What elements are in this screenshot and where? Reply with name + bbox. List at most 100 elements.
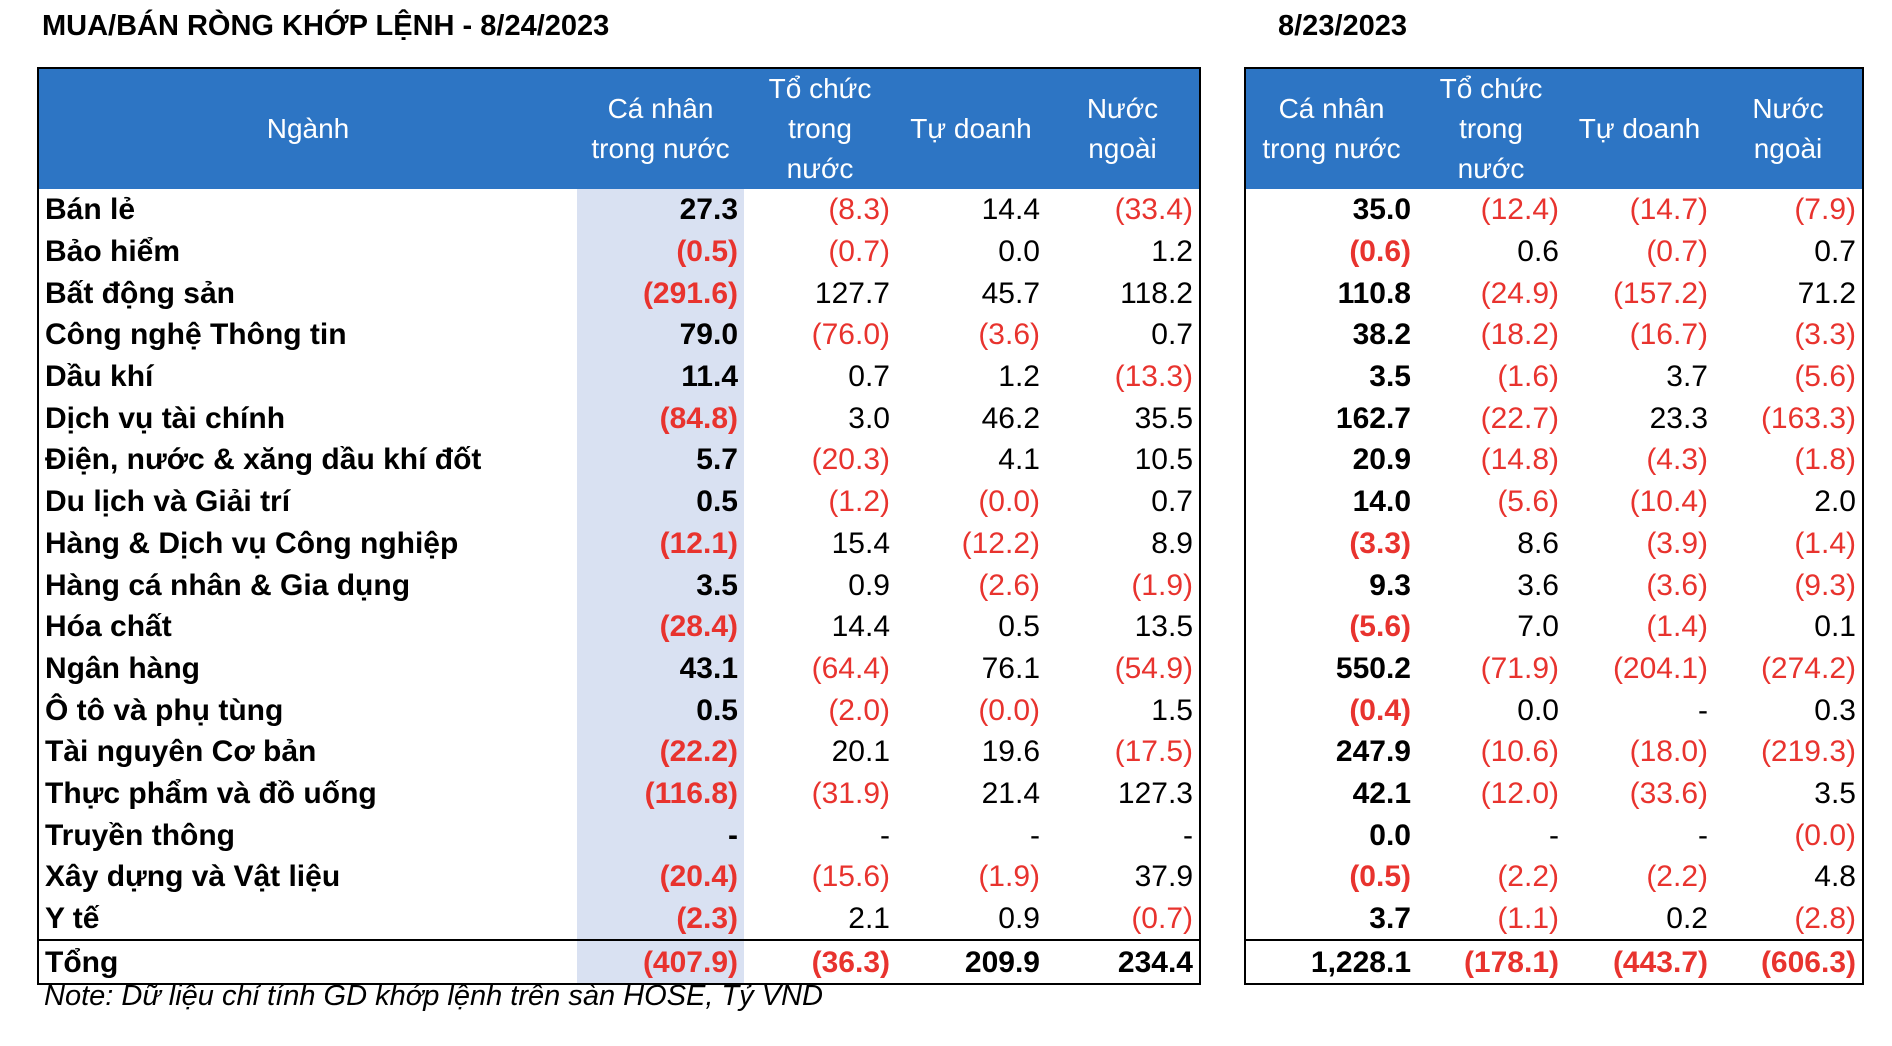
table-row: Du lịch và Giải trí 0.5 (1.2) (0.0) 0.7	[38, 480, 1200, 523]
cell-proprietary: (2.6)	[978, 568, 1040, 602]
sector-name: Dầu khí	[45, 360, 154, 394]
sector-name: Hàng & Dịch vụ Công nghiệp	[45, 526, 459, 560]
cell-individual: (3.3)	[1349, 526, 1411, 560]
table-row: 14.0 (5.6) (10.4) 2.0	[1245, 481, 1863, 523]
cell-foreign: (13.3)	[1114, 360, 1193, 394]
cell-institution: (64.4)	[811, 651, 890, 685]
cell-institution: (71.9)	[1480, 651, 1559, 685]
cell-proprietary: (3.6)	[1646, 568, 1708, 602]
cell-institution: (1.2)	[828, 485, 890, 519]
cell-proprietary: 14.4	[981, 193, 1040, 227]
cell-proprietary: (14.7)	[1629, 193, 1708, 227]
net-flow-table-8-24: Ngành Cá nhân trong nước Tổ chức trong n…	[37, 67, 1201, 986]
cell-individual: 0.5	[577, 689, 744, 731]
sector-name: Bất động sản	[45, 276, 236, 310]
sector-name: Tài nguyên Cơ bản	[45, 735, 317, 769]
cell-proprietary: 21.4	[981, 776, 1040, 810]
cell-foreign: 35.5	[1134, 401, 1193, 435]
sector-name: Bán lẻ	[45, 193, 136, 227]
cell-institution: 14.4	[831, 610, 890, 644]
cell-proprietary: (18.0)	[1629, 735, 1708, 769]
table-row: (3.3) 8.6 (3.9) (1.4)	[1245, 523, 1863, 565]
cell-individual: 3.5	[1369, 360, 1411, 394]
cell-proprietary: 46.2	[981, 401, 1040, 435]
sector-name: Bảo hiểm	[45, 235, 181, 269]
cell-individual: 14.0	[1352, 485, 1411, 519]
cell-proprietary: (33.6)	[1629, 776, 1708, 810]
cell-proprietary: (1.4)	[1646, 610, 1708, 644]
header-individual: Cá nhân trong nước	[1245, 68, 1417, 189]
cell-proprietary: (204.1)	[1612, 651, 1708, 685]
net-flow-table-8-23: Cá nhân trong nước Tổ chức trong nước Tự…	[1244, 67, 1864, 986]
cell-individual: (0.4)	[1349, 693, 1411, 727]
sector-name: Công nghệ Thông tin	[45, 318, 347, 352]
cell-institution: (24.9)	[1480, 276, 1559, 310]
cell-foreign: (274.2)	[1760, 651, 1856, 685]
cell-proprietary: (3.6)	[978, 318, 1040, 352]
cell-institution: (178.1)	[1417, 939, 1565, 986]
cell-proprietary: (3.9)	[1646, 526, 1708, 560]
cell-institution: (36.3)	[744, 939, 896, 986]
header-proprietary: Tự doanh	[1565, 68, 1714, 189]
cell-proprietary: (4.3)	[1646, 443, 1708, 477]
table-row: 42.1 (12.0) (33.6) 3.5	[1245, 773, 1863, 815]
cell-institution: (0.7)	[828, 235, 890, 269]
table-row: Bán lẻ 27.3 (8.3) 14.4 (33.4)	[38, 189, 1200, 231]
cell-proprietary: (157.2)	[1612, 276, 1708, 310]
cell-institution: (12.0)	[1480, 776, 1559, 810]
cell-proprietary: 45.7	[981, 276, 1040, 310]
cell-institution: 3.0	[848, 401, 890, 435]
cell-individual: (22.2)	[577, 730, 744, 773]
cell-individual: (12.1)	[577, 522, 744, 565]
header-foreign: Nước ngoài	[1046, 68, 1200, 189]
cell-foreign: (9.3)	[1794, 568, 1856, 602]
cell-individual: 1,228.1	[1245, 939, 1417, 986]
cell-individual: 20.9	[1352, 443, 1411, 477]
cell-institution: 3.6	[1517, 568, 1559, 602]
cell-foreign: 2.0	[1814, 485, 1856, 519]
cell-proprietary: 0.9	[998, 902, 1040, 936]
table-title-right: 8/23/2023	[1278, 10, 1408, 42]
cell-foreign: (1.9)	[1131, 568, 1193, 602]
cell-individual: 550.2	[1335, 651, 1411, 685]
cell-foreign: (1.4)	[1794, 526, 1856, 560]
header-individual: Cá nhân trong nước	[577, 68, 744, 189]
cell-proprietary: 19.6	[981, 735, 1040, 769]
table-row: (0.6) 0.6 (0.7) 0.7	[1245, 231, 1863, 273]
cell-institution: (1.1)	[1497, 902, 1559, 936]
table-row: (5.6) 7.0 (1.4) 0.1	[1245, 606, 1863, 648]
table-row: Bất động sản (291.6) 127.7 45.7 118.2	[38, 272, 1200, 315]
cell-proprietary: -	[1030, 818, 1040, 852]
cell-individual: 0.0	[1369, 818, 1411, 852]
table-row: 38.2 (18.2) (16.7) (3.3)	[1245, 314, 1863, 356]
cell-individual: 11.4	[577, 355, 744, 398]
cell-foreign: 4.8	[1814, 860, 1856, 894]
table-row: Hàng & Dịch vụ Công nghiệp (12.1) 15.4 (12.…	[38, 522, 1200, 565]
table-row: 3.5 (1.6) 3.7 (5.6)	[1245, 356, 1863, 398]
cell-institution: -	[1549, 818, 1559, 852]
cell-institution: (10.6)	[1480, 735, 1559, 769]
cell-individual: 3.5	[577, 564, 744, 606]
header-institution: Tổ chức trong nước	[744, 68, 896, 189]
cell-foreign: -	[1183, 818, 1193, 852]
table-row: 0.0 - - (0.0)	[1245, 814, 1863, 856]
table-row: Dịch vụ tài chính (84.8) 3.0 46.2 35.5	[38, 397, 1200, 440]
table-row: 35.0 (12.4) (14.7) (7.9)	[1245, 189, 1863, 231]
cell-foreign: (1.8)	[1794, 443, 1856, 477]
cell-foreign: 127.3	[1117, 776, 1193, 810]
table-title-left: MUA/BÁN RÒNG KHỚP LỆNH - 8/24/2023	[42, 10, 610, 42]
table-row: Bảo hiểm (0.5) (0.7) 0.0 1.2	[38, 230, 1200, 273]
cell-institution: (31.9)	[811, 776, 890, 810]
table-row: Công nghệ Thông tin 79.0 (76.0) (3.6) 0.7	[38, 314, 1200, 356]
cell-institution: (2.0)	[828, 693, 890, 727]
cell-individual: 9.3	[1369, 568, 1411, 602]
cell-foreign: 0.1	[1814, 610, 1856, 644]
cell-foreign: 10.5	[1134, 443, 1193, 477]
table-row: Hàng cá nhân & Gia dụng 3.5 0.9 (2.6) (1.9)	[38, 564, 1200, 606]
cell-individual: 38.2	[1352, 318, 1411, 352]
cell-foreign: (5.6)	[1794, 360, 1856, 394]
header-row: Ngành Cá nhân trong nước Tổ chức trong n…	[38, 68, 1200, 189]
cell-proprietary: 0.2	[1666, 902, 1708, 936]
cell-foreign: 118.2	[1120, 276, 1193, 310]
total-row: Tổng (407.9) (36.3) 209.9 234.4	[38, 939, 1200, 986]
